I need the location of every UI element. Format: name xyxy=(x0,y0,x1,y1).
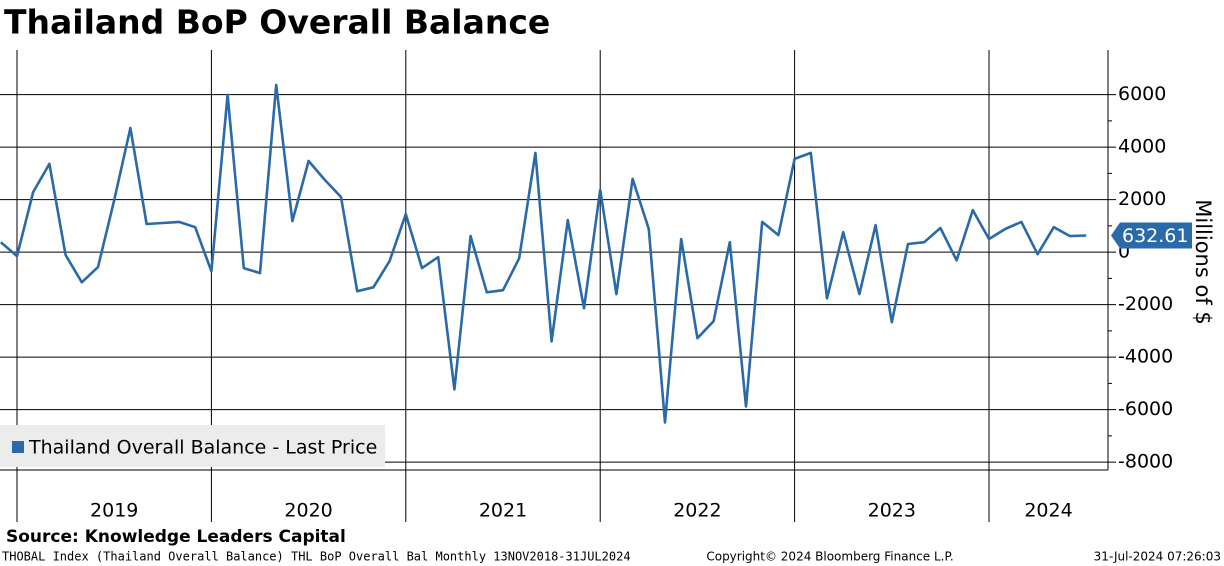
footer-center: Copyright© 2024 Bloomberg Finance L.P. xyxy=(706,550,953,564)
y-tick-label: -8000 xyxy=(1118,451,1173,473)
legend-label: Thailand Overall Balance - Last Price xyxy=(28,437,377,459)
source: Source: Knowledge Leaders Capital xyxy=(6,527,346,547)
x-tick-label: 2019 xyxy=(90,500,138,522)
last-price-label: 632.61 xyxy=(1122,225,1188,247)
x-tick-label: 2021 xyxy=(479,500,527,522)
y-axis-label: Millions of $ xyxy=(1191,199,1215,325)
y-tick-label: 2000 xyxy=(1118,188,1166,210)
legend-swatch xyxy=(12,441,24,453)
chart-title: Thailand BoP Overall Balance xyxy=(4,3,550,42)
y-tick-label: 6000 xyxy=(1118,83,1166,105)
y-tick-label: 4000 xyxy=(1118,136,1166,158)
x-tick-label: 2024 xyxy=(1024,500,1072,522)
line xyxy=(0,83,1087,424)
x-tick-label: 2023 xyxy=(868,500,916,522)
legend: Thailand Overall Balance - Last Price xyxy=(0,425,385,467)
x-tick-label: 2022 xyxy=(673,500,721,522)
legend-box xyxy=(0,425,385,467)
x-tick-label: 2020 xyxy=(284,500,332,522)
footer-left: THOBAL Index (Thailand Overall Balance) … xyxy=(2,550,631,564)
y-tick-label: -2000 xyxy=(1118,293,1173,315)
y-tick-label: -4000 xyxy=(1118,346,1173,368)
y-tick-label: -6000 xyxy=(1118,398,1173,420)
last-price-box xyxy=(1111,222,1192,249)
footer-right: 31-Jul-2024 07:26:03 xyxy=(1094,550,1221,564)
